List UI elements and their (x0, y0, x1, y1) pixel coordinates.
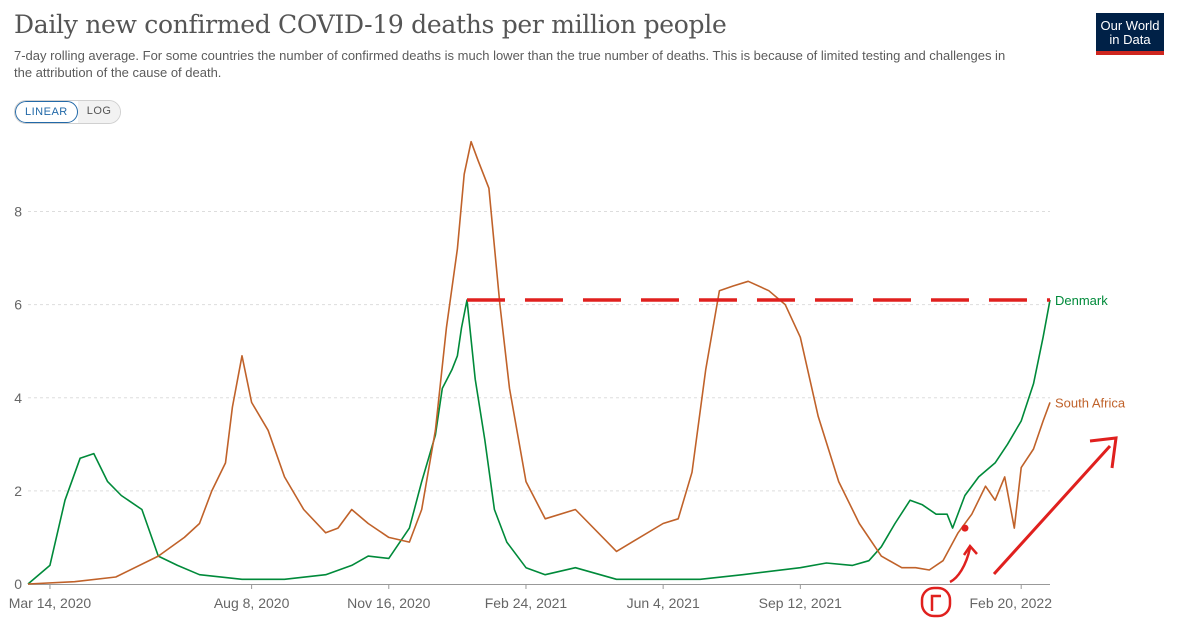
linear-scale-button[interactable]: LINEAR (15, 101, 78, 123)
x-tick-label: Mar 14, 2020 (9, 595, 92, 611)
x-tick-label: Feb 24, 2021 (485, 595, 568, 611)
annotation-curve-arrowhead (962, 543, 978, 556)
y-tick-label: 8 (14, 204, 22, 220)
x-tick-label: Feb 20, 2022 (969, 595, 1052, 611)
scale-toggle: LINEAR LOG (14, 100, 122, 124)
chart-subtitle: 7-day rolling average. For some countrie… (14, 48, 1006, 80)
logo-accent-bar (1096, 51, 1164, 55)
y-tick-label: 4 (14, 390, 22, 406)
x-tick-label: Sep 12, 2021 (759, 595, 843, 611)
y-tick-label: 0 (14, 576, 22, 592)
logo-line-1: Our World (1100, 18, 1160, 33)
annotation-circle-mark (920, 586, 952, 618)
annotation-dot (961, 524, 969, 532)
series-line-south-africa (27, 140, 1051, 585)
annotation-trend-arrowhead (1089, 436, 1118, 469)
series-label-denmark: Denmark (1055, 293, 1108, 308)
annotation-mark-glyph (930, 594, 941, 611)
chart-title: Daily new confirmed COVID-19 deaths per … (14, 10, 727, 39)
annotation-trend-arrow (992, 444, 1112, 576)
x-tick-label: Aug 8, 2020 (214, 595, 290, 611)
series-line-denmark (27, 299, 1051, 585)
annotation-curve-arrow (949, 547, 972, 584)
y-tick-label: 2 (14, 483, 22, 499)
series-label-south-africa: South Africa (1055, 395, 1126, 410)
x-tick-label: Jun 4, 2021 (627, 595, 700, 611)
y-tick-label: 6 (14, 297, 22, 313)
owid-logo[interactable]: Our World in Data (1096, 13, 1164, 55)
log-scale-button[interactable]: LOG (77, 101, 121, 123)
logo-line-2: in Data (1109, 32, 1151, 47)
x-tick-label: Nov 16, 2020 (347, 595, 430, 611)
